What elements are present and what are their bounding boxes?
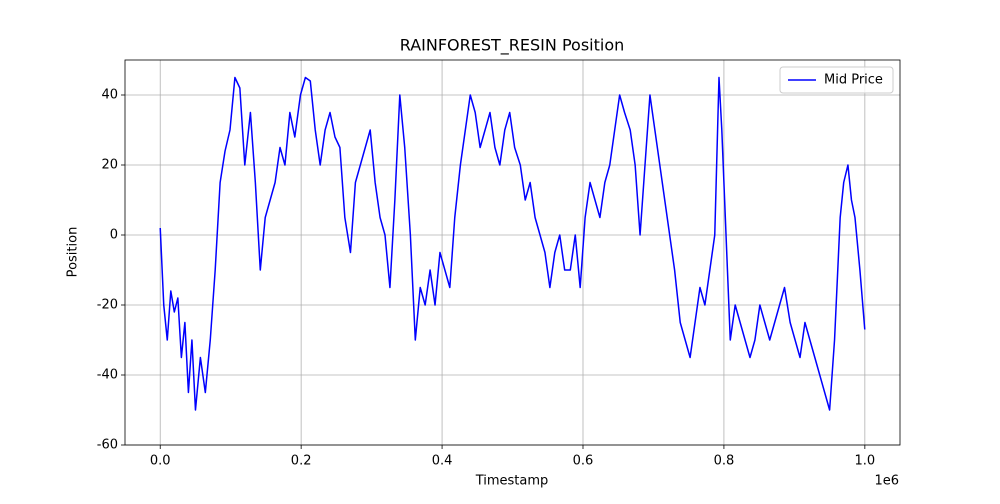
x-tick-label: 0.0 xyxy=(150,454,171,469)
y-tick-label: 40 xyxy=(101,88,118,103)
x-tick-label: 0.4 xyxy=(432,454,453,469)
y-axis-label: Position xyxy=(66,227,81,278)
x-tick-label: 0.8 xyxy=(714,454,735,469)
x-offset-label: 1e6 xyxy=(874,474,899,489)
y-tick-label: -20 xyxy=(97,298,118,313)
y-tick-label: -40 xyxy=(97,368,118,383)
x-tick-label: 0.2 xyxy=(291,454,312,469)
x-tick-label: 0.6 xyxy=(573,454,594,469)
y-tick-label: -60 xyxy=(97,438,118,453)
chart-title: RAINFOREST_RESIN Position xyxy=(400,36,625,56)
legend-label: Mid Price xyxy=(824,73,883,88)
x-axis-label: Timestamp xyxy=(475,474,549,489)
y-tick-label: 0 xyxy=(110,228,118,243)
legend-box xyxy=(779,66,894,94)
x-tick-label: 1.0 xyxy=(854,454,875,469)
y-tick-label: 20 xyxy=(101,158,118,173)
plot-frame xyxy=(124,59,901,446)
series-line xyxy=(159,76,866,411)
